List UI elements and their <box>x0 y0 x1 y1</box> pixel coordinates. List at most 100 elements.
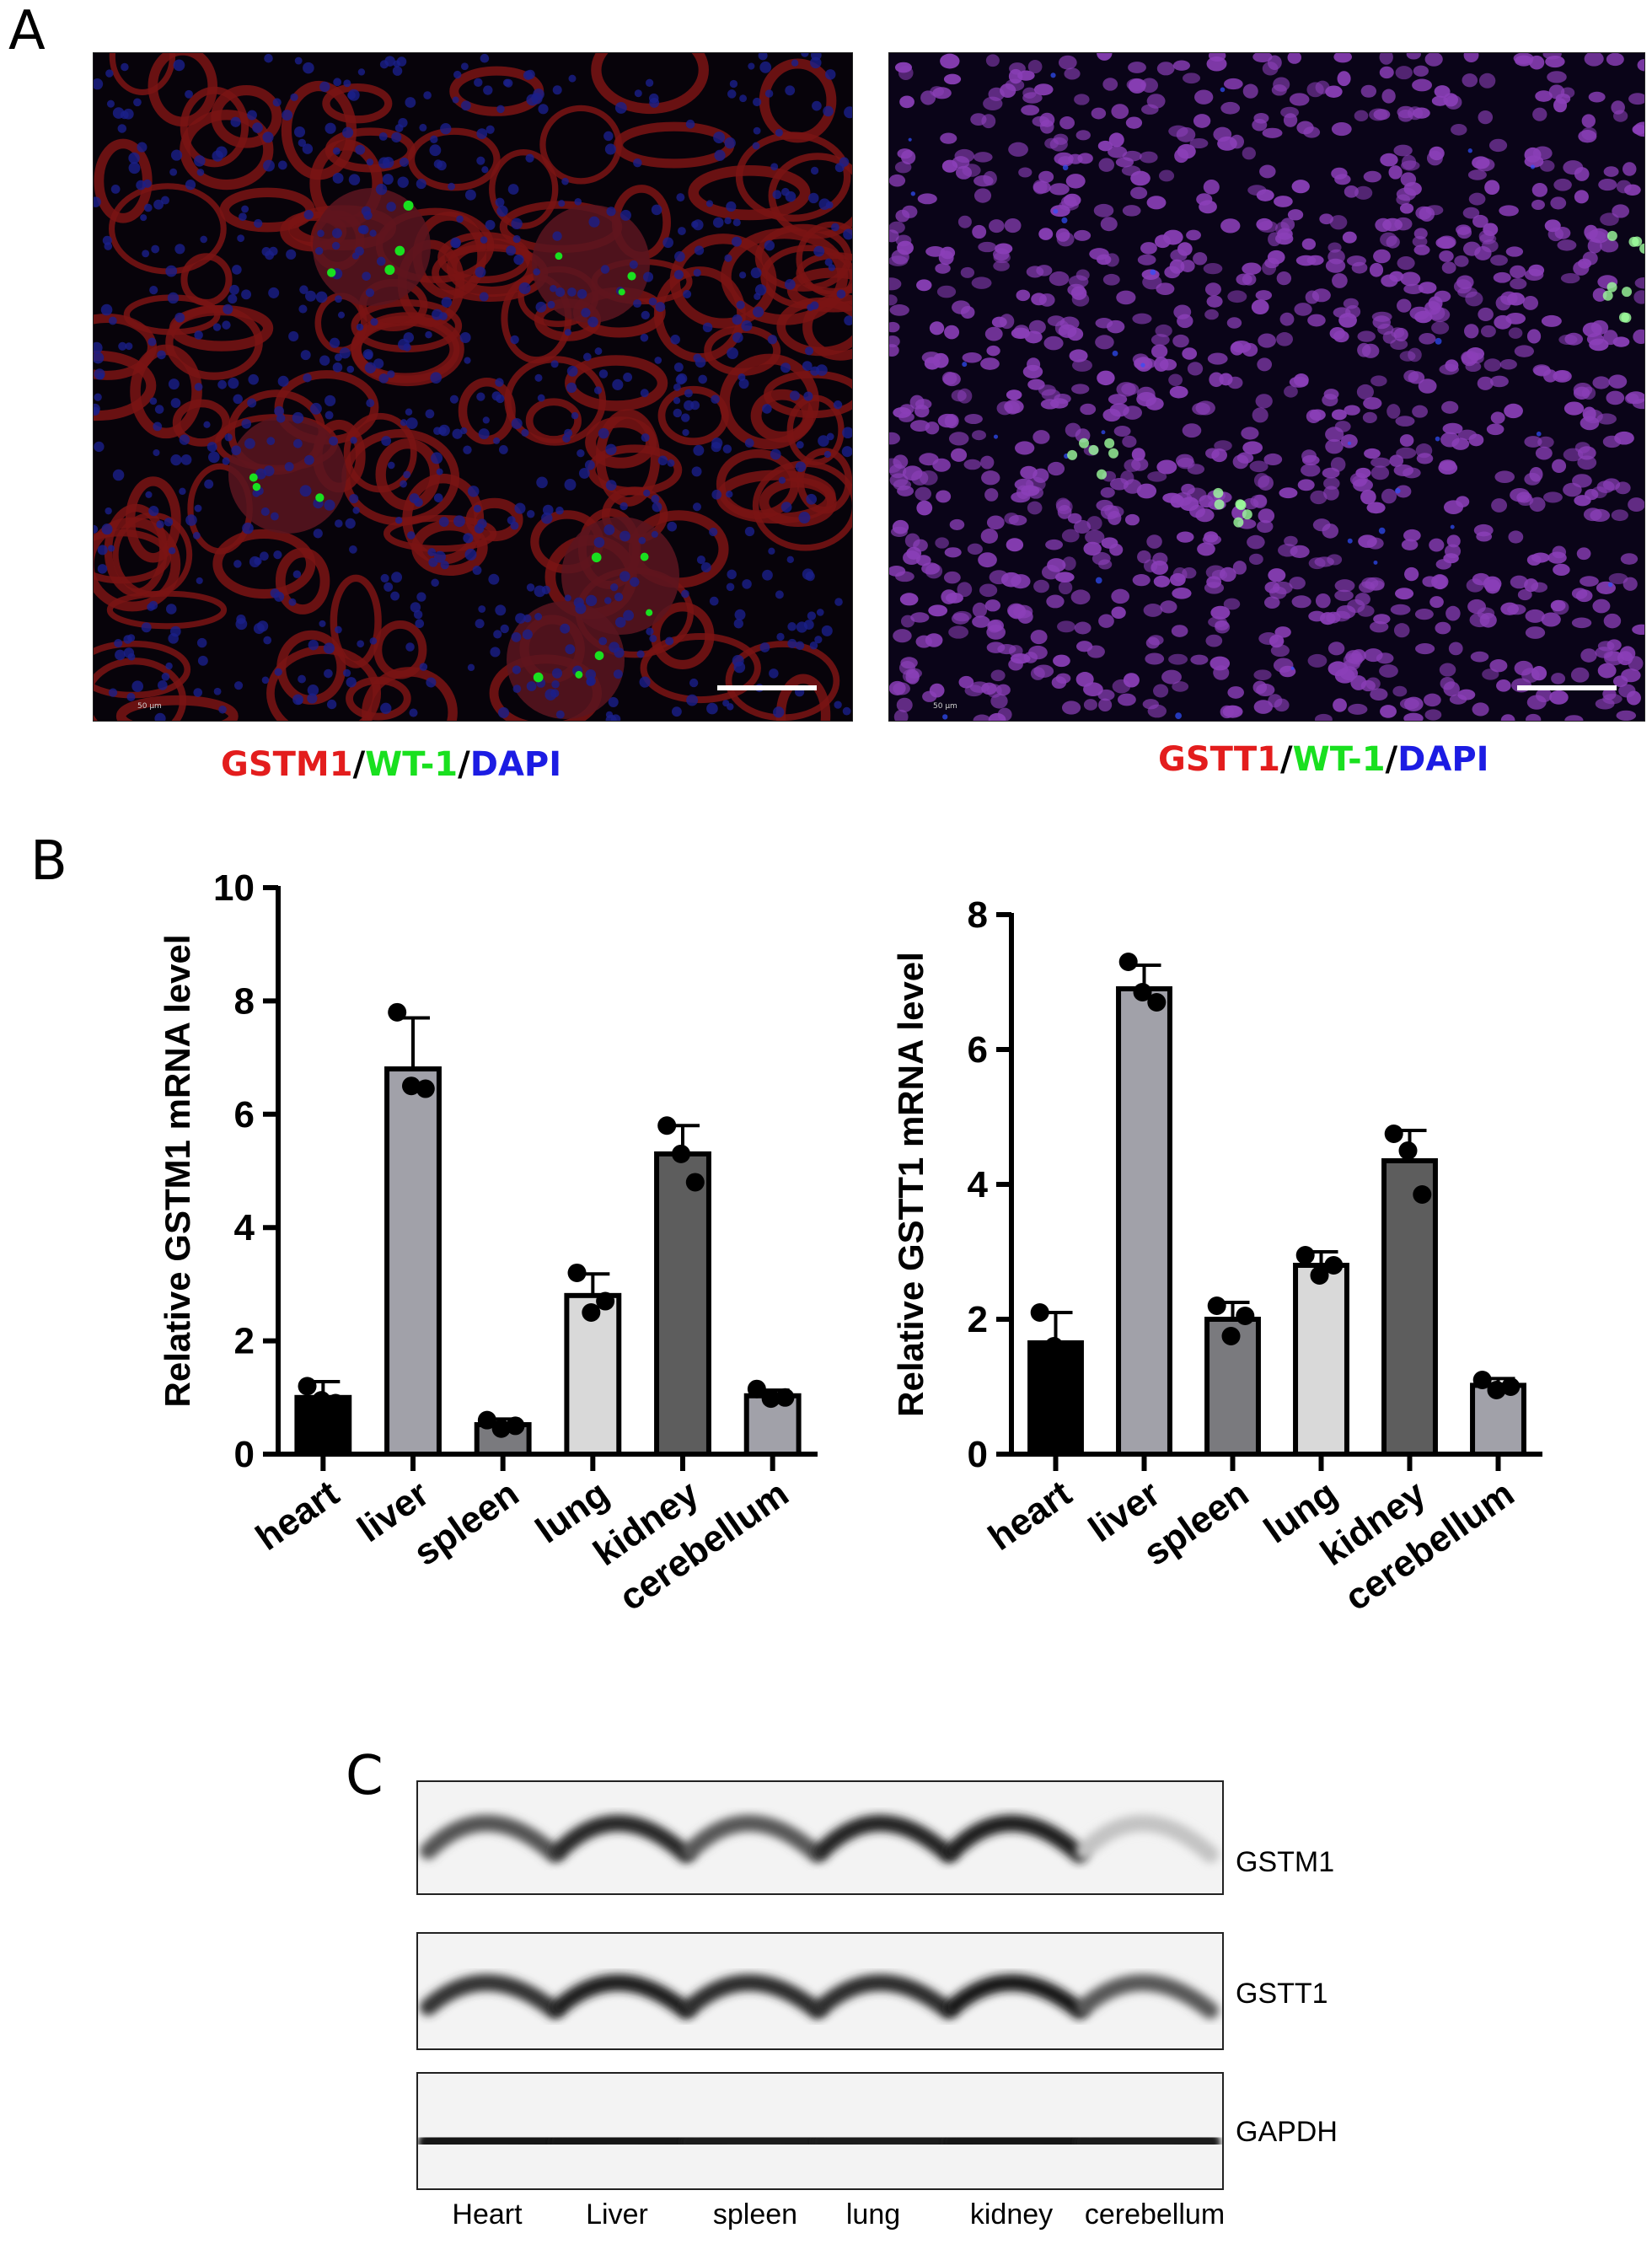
stain-separator: / <box>458 745 470 784</box>
bar-kidney <box>1381 1158 1438 1457</box>
blot-band <box>1074 2129 1220 2153</box>
y-tick-label: 6 <box>234 1094 255 1135</box>
data-point <box>1472 1371 1492 1389</box>
blot-band <box>680 2129 827 2153</box>
blot-band <box>813 1974 957 2020</box>
panel-label-a: A <box>8 0 46 62</box>
data-point <box>582 1303 601 1322</box>
blot-band <box>944 1814 1088 1863</box>
blot-band <box>418 2129 565 2153</box>
y-tick-label: 4 <box>234 1207 255 1248</box>
data-point <box>567 1263 587 1282</box>
blot-band <box>550 1974 695 2020</box>
blot-band <box>944 1974 1088 2020</box>
y-axis-label: Relative GSTM1 mRNA level <box>158 935 197 1408</box>
y-tick-label: 2 <box>234 1321 255 1362</box>
lane-label-cerebellum: cerebellum <box>1084 2198 1226 2231</box>
data-point <box>1487 1381 1506 1399</box>
data-point <box>596 1291 615 1311</box>
blot-label-gstm1: GSTM1 <box>1236 1846 1335 1878</box>
data-point <box>1059 1361 1078 1379</box>
blot-strip-gapdh <box>416 2072 1224 2190</box>
data-point <box>312 1391 331 1410</box>
y-tick-label: 2 <box>968 1299 988 1340</box>
stain-separator: / <box>1279 740 1293 779</box>
data-point <box>1398 1141 1418 1160</box>
blot-band <box>1075 1814 1219 1863</box>
y-tick-label: 4 <box>968 1164 989 1205</box>
y-axis-label: Relative GSTT1 mRNA level <box>891 952 931 1417</box>
micrograph-gstt1: 50 µm <box>888 52 1645 722</box>
data-point <box>477 1410 496 1430</box>
data-point <box>298 1377 317 1396</box>
x-tick-label: heart <box>981 1473 1080 1559</box>
data-point <box>1118 953 1138 971</box>
x-tick-label: spleen <box>406 1473 526 1574</box>
stain-dapi: DAPI <box>469 745 562 784</box>
blot-band <box>420 1974 563 2020</box>
data-point <box>747 1379 766 1398</box>
stain-wt1: WT-1 <box>365 745 459 784</box>
scale-bar <box>717 685 817 690</box>
blot-band <box>550 1814 695 1863</box>
data-point <box>1501 1377 1521 1396</box>
data-point <box>685 1173 705 1192</box>
bar-lung <box>564 1292 622 1458</box>
data-point <box>672 1144 690 1163</box>
stain-caption-gstt1: GSTT1/WT-1/DAPI <box>1158 740 1489 779</box>
blot-band <box>812 2129 958 2153</box>
panel-label-c: C <box>346 1745 384 1807</box>
data-point <box>761 1389 780 1409</box>
stain-separator: / <box>1385 740 1398 779</box>
data-point <box>1413 1185 1432 1204</box>
scale-bar <box>1517 685 1617 690</box>
panel-label-b: B <box>30 830 67 893</box>
lane-label-kidney: kidney <box>969 2198 1054 2231</box>
blot-label-gapdh: GAPDH <box>1236 2116 1338 2148</box>
blot-label-gstt1: GSTT1 <box>1236 1978 1328 2010</box>
bar-liver <box>384 1066 442 1457</box>
lane-label-liver: Liver <box>586 2198 648 2231</box>
bar-lung <box>1293 1263 1349 1457</box>
y-tick-label: 8 <box>968 894 988 936</box>
bar-kidney <box>654 1151 711 1457</box>
lane-label-heart: Heart <box>452 2198 523 2231</box>
data-point <box>1030 1303 1049 1322</box>
stain-caption-gstm1: GSTM1/WT-1/DAPI <box>221 745 561 784</box>
data-point <box>1310 1266 1329 1285</box>
blot-band <box>813 1814 957 1863</box>
data-point <box>491 1419 511 1438</box>
scale-text: 50 µm <box>933 702 957 711</box>
stain-separator: / <box>352 745 366 784</box>
blot-band <box>549 2129 696 2153</box>
blot-band <box>420 1814 563 1863</box>
blot-strip-gstt1 <box>416 1932 1224 2050</box>
lane-label-spleen: spleen <box>712 2198 798 2231</box>
data-point <box>1044 1337 1064 1356</box>
y-tick-label: 8 <box>234 980 255 1022</box>
bar-heart <box>1027 1340 1084 1457</box>
data-point <box>402 1076 421 1096</box>
blot-band <box>942 2129 1090 2153</box>
blot-strip-gstm1 <box>416 1780 1224 1895</box>
blot-band <box>1075 1974 1219 2020</box>
y-tick-label: 0 <box>234 1434 255 1475</box>
data-point <box>506 1416 525 1436</box>
data-point <box>326 1393 346 1413</box>
y-tick-label: 0 <box>968 1434 988 1475</box>
stain-wt1: WT-1 <box>1292 740 1386 779</box>
y-tick-label: 10 <box>213 867 255 909</box>
data-point <box>1295 1246 1315 1264</box>
lane-label-lung: lung <box>845 2198 901 2231</box>
data-point <box>1324 1256 1344 1275</box>
scale-text: 50 µm <box>137 702 162 711</box>
blot-band <box>682 1974 825 2020</box>
data-point <box>1236 1307 1255 1325</box>
data-point <box>1221 1327 1241 1345</box>
stain-marker: GSTM1 <box>221 745 353 784</box>
data-point <box>1147 993 1167 1012</box>
x-tick-label: heart <box>249 1473 347 1559</box>
data-point <box>775 1388 795 1407</box>
